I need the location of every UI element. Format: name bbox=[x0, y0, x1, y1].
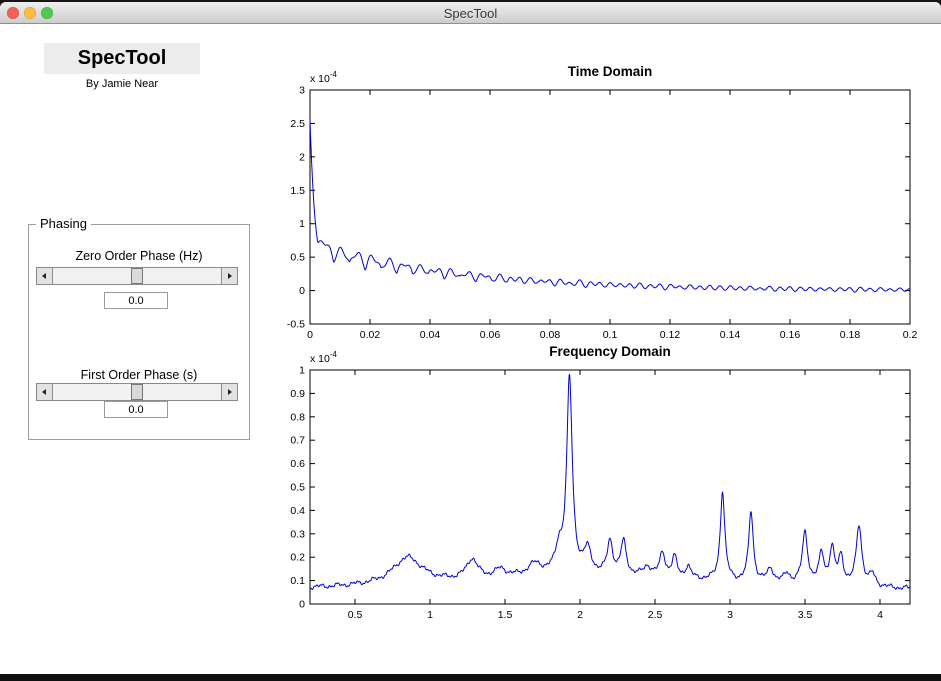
svg-text:2: 2 bbox=[299, 151, 305, 163]
zoom-button[interactable] bbox=[41, 7, 53, 19]
right-arrow-icon bbox=[228, 389, 232, 395]
svg-text:2.5: 2.5 bbox=[290, 118, 305, 130]
frequency-domain-chart: 0.5 1 1.5 2 2.5 3 3.5 4 0 0.1 0.2 0.3 0.4 0.5 0.6 0.7 0.… bbox=[290, 344, 911, 621]
slider-thumb[interactable] bbox=[131, 384, 143, 400]
left-arrow-icon bbox=[42, 273, 46, 279]
first-order-phase-slider[interactable] bbox=[36, 383, 238, 401]
background-window-strip bbox=[0, 674, 941, 681]
slider-thumb[interactable] bbox=[131, 268, 143, 284]
left-arrow-icon bbox=[42, 389, 46, 395]
slider-increment-button[interactable] bbox=[221, 384, 237, 400]
frequency-domain-trace bbox=[309, 374, 911, 591]
svg-text:2.5: 2.5 bbox=[648, 609, 663, 621]
phasing-panel-title: Phasing bbox=[36, 216, 91, 231]
svg-text:0.1: 0.1 bbox=[603, 329, 618, 341]
svg-text:0.9: 0.9 bbox=[290, 388, 305, 400]
svg-text:0.16: 0.16 bbox=[780, 329, 801, 341]
svg-text:x 10-4: x 10-4 bbox=[310, 70, 338, 85]
first-order-phase-value[interactable] bbox=[104, 401, 168, 418]
svg-text:0: 0 bbox=[307, 329, 313, 341]
svg-text:0.8: 0.8 bbox=[290, 411, 305, 423]
svg-text:0.5: 0.5 bbox=[348, 609, 363, 621]
phasing-panel bbox=[28, 224, 250, 440]
first-order-phase-label: First Order Phase (s) bbox=[80, 368, 198, 382]
svg-text:-0.5: -0.5 bbox=[287, 319, 305, 331]
minimize-button[interactable] bbox=[24, 7, 36, 19]
time-domain-chart: 0 0.02 0.04 0.06 0.08 0.1 0.12 0.14 0.16 0.18 0.2 -… bbox=[287, 64, 918, 341]
window-title: SpecTool bbox=[443, 6, 498, 21]
zero-order-phase-slider[interactable] bbox=[36, 267, 238, 285]
svg-text:1: 1 bbox=[427, 609, 433, 621]
slider-decrement-button[interactable] bbox=[37, 268, 53, 284]
svg-text:0.7: 0.7 bbox=[290, 435, 305, 447]
svg-text:0.06: 0.06 bbox=[480, 329, 501, 341]
svg-text:1: 1 bbox=[299, 365, 305, 377]
window-title-bar[interactable]: SpecTool bbox=[0, 2, 941, 24]
svg-text:3: 3 bbox=[299, 85, 305, 97]
svg-text:0.5: 0.5 bbox=[290, 252, 305, 264]
svg-text:1: 1 bbox=[299, 218, 305, 230]
svg-text:0.5: 0.5 bbox=[290, 482, 305, 494]
svg-text:0.2: 0.2 bbox=[903, 329, 918, 341]
svg-text:0.1: 0.1 bbox=[290, 575, 305, 587]
svg-text:2: 2 bbox=[577, 609, 583, 621]
slider-increment-button[interactable] bbox=[221, 268, 237, 284]
svg-text:0.12: 0.12 bbox=[660, 329, 681, 341]
svg-text:3: 3 bbox=[727, 609, 733, 621]
time-domain-title: Time Domain bbox=[568, 64, 653, 79]
slider-track[interactable] bbox=[53, 384, 221, 400]
app-title: SpecTool bbox=[44, 43, 200, 74]
svg-text:4: 4 bbox=[877, 609, 883, 621]
time-domain-trace bbox=[309, 119, 910, 293]
svg-text:0: 0 bbox=[299, 285, 305, 297]
svg-text:0.14: 0.14 bbox=[720, 329, 741, 341]
zero-order-phase-label: Zero Order Phase (Hz) bbox=[75, 249, 203, 263]
slider-track[interactable] bbox=[53, 268, 221, 284]
svg-text:1.5: 1.5 bbox=[498, 609, 513, 621]
svg-text:0: 0 bbox=[299, 599, 305, 611]
svg-text:1.5: 1.5 bbox=[290, 185, 305, 197]
svg-text:0.3: 0.3 bbox=[290, 528, 305, 540]
close-button[interactable] bbox=[7, 7, 19, 19]
svg-text:0.2: 0.2 bbox=[290, 552, 305, 564]
right-arrow-icon bbox=[228, 273, 232, 279]
svg-text:x 10-4: x 10-4 bbox=[310, 350, 338, 365]
frequency-domain-title: Frequency Domain bbox=[549, 344, 671, 359]
svg-text:0.4: 0.4 bbox=[290, 505, 305, 517]
svg-text:0.02: 0.02 bbox=[360, 329, 381, 341]
svg-text:0.18: 0.18 bbox=[840, 329, 861, 341]
svg-text:3.5: 3.5 bbox=[798, 609, 813, 621]
slider-decrement-button[interactable] bbox=[37, 384, 53, 400]
svg-text:0.6: 0.6 bbox=[290, 458, 305, 470]
svg-text:0.04: 0.04 bbox=[420, 329, 441, 341]
zero-order-phase-value[interactable] bbox=[104, 292, 168, 309]
svg-text:0.08: 0.08 bbox=[540, 329, 561, 341]
app-byline: By Jamie Near bbox=[85, 78, 159, 90]
